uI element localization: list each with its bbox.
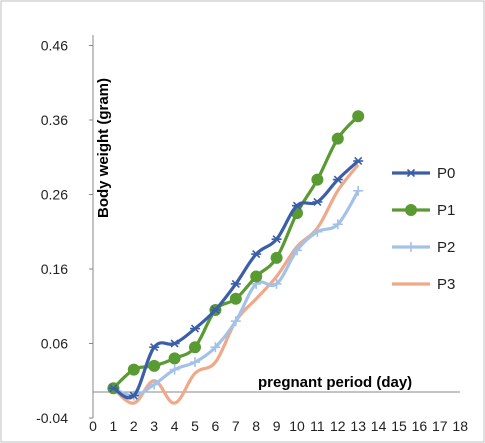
data-point-p0-stroke xyxy=(211,305,220,315)
y-axis-label: Body weight (gram) xyxy=(95,78,112,218)
x-tick-label: 9 xyxy=(273,418,281,434)
y-tick-label: 0.06 xyxy=(41,336,68,352)
legend-swatch-marker xyxy=(406,168,416,178)
data-point-p2 xyxy=(149,379,160,390)
x-tick-labels: 0 1 2 3 4 5 6 7 8 9 10 11 12 13 14 15 16 17 18 xyxy=(89,418,468,434)
data-point-p1 xyxy=(352,110,365,123)
data-point-p0 xyxy=(271,235,282,244)
data-point-p1 xyxy=(311,173,324,186)
data-point-p0-stroke xyxy=(272,235,281,244)
data-point-p0-stroke xyxy=(129,391,138,400)
data-point-p2 xyxy=(190,357,200,368)
data-point-p0 xyxy=(169,339,180,348)
data-point-p0 xyxy=(251,250,262,259)
data-point-p0-stroke xyxy=(354,156,363,166)
y-tick-label: 0.16 xyxy=(41,261,68,277)
y-tick-label: 0.26 xyxy=(41,187,68,203)
x-tick-label: 5 xyxy=(191,418,199,434)
data-point-p2 xyxy=(210,342,221,353)
data-point-p0 xyxy=(353,156,364,166)
legend-swatch-marker xyxy=(405,204,417,216)
data-point-p2 xyxy=(169,364,180,375)
legend-item-p2: P2 xyxy=(392,239,455,256)
data-point-p0-stroke xyxy=(333,175,342,184)
legend-label: P1 xyxy=(437,202,455,219)
x-tick-label: 6 xyxy=(212,418,220,434)
data-point-p2 xyxy=(312,226,323,237)
x-tick-label: 17 xyxy=(432,418,448,434)
x-tick-label: 10 xyxy=(289,418,305,434)
data-point-p0 xyxy=(128,391,139,400)
x-tick-label: 12 xyxy=(330,418,346,434)
data-point-p0 xyxy=(210,305,221,315)
data-point-p0 xyxy=(312,197,323,207)
x-tick-label: 18 xyxy=(452,418,468,434)
y-tick-label: 0.36 xyxy=(41,112,68,128)
x-tick-label: 13 xyxy=(350,418,366,434)
x-tick-label: 4 xyxy=(171,418,179,434)
legend-swatch-marker-stroke xyxy=(406,168,416,178)
data-point-p0-stroke xyxy=(150,343,159,352)
legend-item-p1: P1 xyxy=(392,202,455,219)
data-point-p2 xyxy=(353,185,364,196)
data-point-p1 xyxy=(189,341,201,354)
series-layer xyxy=(107,110,365,405)
y-tick-label: -0.04 xyxy=(36,410,68,426)
legend-item-p0: P0 xyxy=(392,165,455,182)
data-point-p0 xyxy=(190,324,200,333)
series-p0 xyxy=(108,156,364,400)
data-point-p0 xyxy=(292,201,302,210)
data-point-p0 xyxy=(108,384,119,393)
data-point-p0-stroke xyxy=(292,201,302,210)
legend-label: P3 xyxy=(437,276,455,293)
x-tick-label: 0 xyxy=(89,418,97,434)
data-point-p2 xyxy=(230,316,241,327)
data-point-p0 xyxy=(230,279,241,288)
x-tick-label: 8 xyxy=(252,418,260,434)
x-tick-label: 3 xyxy=(150,418,158,434)
x-tick-label: 16 xyxy=(412,418,428,434)
y-tick-labels: -0.04 0.06 0.16 0.26 0.36 0.46 xyxy=(36,38,93,426)
data-point-p2 xyxy=(271,278,282,289)
data-point-p0-stroke xyxy=(252,250,261,259)
data-point-p0-stroke xyxy=(190,324,200,333)
data-point-p0-stroke xyxy=(170,339,179,348)
x-tick-label: 14 xyxy=(371,418,387,434)
x-axis-label: pregnant period (day) xyxy=(258,374,412,391)
legend-label: P2 xyxy=(437,239,455,256)
data-point-p1 xyxy=(331,132,344,145)
data-point-p1 xyxy=(270,251,283,264)
data-point-p2 xyxy=(332,219,343,230)
x-tick-label: 7 xyxy=(232,418,240,434)
data-point-p1 xyxy=(127,363,140,376)
y-tick-label: 0.46 xyxy=(41,38,68,54)
legend: P0 P1 P2 P3 xyxy=(392,165,455,293)
data-point-p2 xyxy=(292,245,302,256)
data-point-p0-stroke xyxy=(231,279,240,288)
data-point-p0-stroke xyxy=(109,384,118,393)
data-point-p1 xyxy=(229,292,242,305)
x-tick-label: 15 xyxy=(391,418,407,434)
x-tick-label: 11 xyxy=(310,418,325,434)
data-point-p0 xyxy=(149,343,160,352)
legend-swatch-marker xyxy=(406,242,416,252)
data-point-p1 xyxy=(168,352,181,365)
x-tick-label: 1 xyxy=(110,418,118,434)
data-point-p1 xyxy=(148,359,161,372)
data-point-p1 xyxy=(250,270,263,283)
x-tick-label: 2 xyxy=(130,418,138,434)
legend-item-p3: P3 xyxy=(392,276,455,293)
legend-label: P0 xyxy=(437,165,455,182)
data-point-p0-stroke xyxy=(313,197,322,207)
data-point-p0 xyxy=(332,175,343,184)
